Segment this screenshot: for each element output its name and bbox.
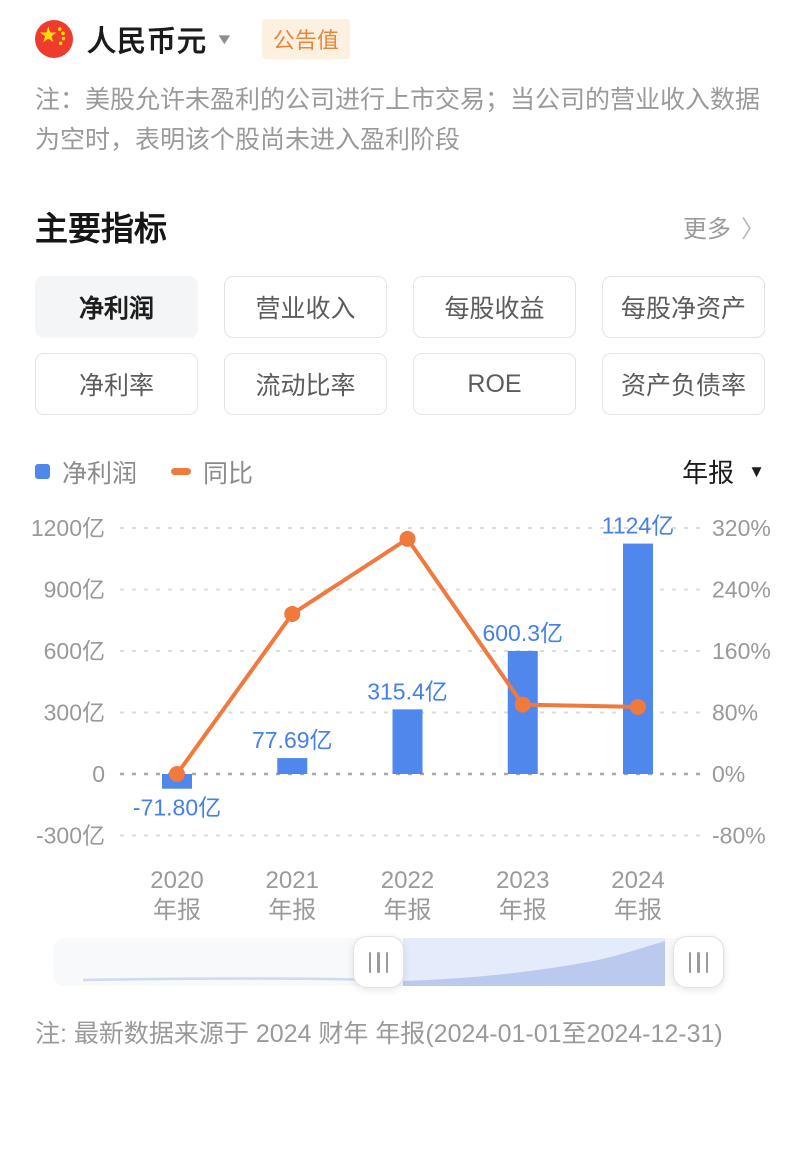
grip-icon [385,951,389,973]
more-label: 更多 [683,215,731,243]
metric-button-debt-ratio[interactable]: 资产负债率 [602,353,765,415]
chevron-right-icon: 〉 [741,215,765,243]
metric-button-bvps[interactable]: 每股净资产 [602,276,765,338]
right-axis-tick: 80% [712,700,758,726]
x-axis-period-label: 年报 [614,897,662,924]
bar-2022 [392,709,423,774]
left-axis-tick: 900亿 [44,577,105,603]
grip-icon [377,951,380,973]
right-axis-tick: 320% [712,515,771,541]
bar-value-label: -71.80亿 [133,795,221,821]
metric-button-net-profit[interactable]: 净利润 [35,276,198,338]
x-axis-year-label: 2023 [496,867,549,894]
right-axis-tick: 240% [712,577,771,603]
metric-buttons-grid: 净利润 营业收入 每股收益 每股净资产净利率 流动比率 ROE 资产负债率 [35,276,765,415]
left-axis-tick: 300亿 [44,700,105,726]
section-header: 主要指标 更多 〉 [35,202,765,250]
chart-zoom-slider[interactable] [53,936,725,988]
bar-value-label: 77.69亿 [252,727,333,753]
data-source-note: 注: 最新数据来源于 2024 财年 年报(2024-01-01至2024-12… [35,1020,723,1048]
metric-button-roe[interactable]: ROE [413,353,576,415]
chart-legend-row: 净利润 同比 年报 ▼ [35,453,765,490]
announced-value-badge: 公告值 [261,19,350,59]
currency-title[interactable]: 人民币元 [87,26,208,58]
x-axis-period-label: 年报 [499,897,547,924]
zoom-selected-area-icon [403,941,665,986]
legend-bar-label: 净利润 [62,459,138,488]
zoom-selected-range[interactable] [403,938,665,986]
net-profit-chart[interactable]: 1200亿 320% 900亿 240% 600亿 160% 300亿 80% 0 0% -300亿… [0,506,800,926]
bar-value-label: 1124亿 [602,513,674,539]
chart-canvas: 1200亿 320% 900亿 240% 600亿 160% 300亿 80% 0 0% -300亿… [31,513,771,924]
legend-item-net-profit: 净利润 [35,454,137,490]
bar-2024 [623,543,653,774]
legend-line-label: 同比 [203,459,254,488]
right-axis-tick: 160% [712,638,771,664]
yoy-point-2020 [169,766,185,782]
currency-dropdown-caret-icon[interactable]: ▼ [214,30,235,48]
yoy-point-2022 [399,530,416,547]
left-axis-tick: -300亿 [36,823,105,849]
report-period-value: 年报 [682,458,735,488]
left-axis-tick: 0 [92,761,105,787]
zoom-minimap-chart [82,977,402,982]
section-title: 主要指标 [35,210,167,247]
bar-series-swatch-icon [35,464,50,479]
x-axis-period-label: 年报 [384,897,432,924]
x-axis-year-label: 2021 [266,867,319,894]
left-axis-tick: 600亿 [44,638,105,664]
metric-button-revenue[interactable]: 营业收入 [224,276,387,338]
x-axis-year-label: 2024 [611,867,664,894]
x-axis-year-label: 2020 [150,867,203,894]
yoy-point-2024 [630,698,646,715]
china-flag-icon [35,20,73,58]
yoy-point-2021 [284,605,301,622]
report-period-selector[interactable]: 年报 ▼ [682,453,765,490]
grip-icon [705,951,709,973]
legend-item-yoy: 同比 [171,454,253,490]
right-axis-tick: -80% [712,823,766,849]
more-link[interactable]: 更多 〉 [683,209,765,244]
grip-icon [697,951,700,973]
yoy-point-2023 [514,696,531,713]
grip-icon [688,951,692,973]
right-axis-tick: 0% [712,761,745,787]
x-axis-year-label: 2022 [381,867,434,894]
line-series-swatch-icon [171,468,192,475]
bar-value-label: 315.4亿 [367,678,448,704]
stock-metrics-page: 人民币元 ▼ 公告值 注：美股允许未盈利的公司进行上市交易；当公司的营业收入数据… [0,18,800,1055]
zoom-handle-right[interactable] [673,936,724,988]
market-note-text: 注：美股允许未盈利的公司进行上市交易；当公司的营业收入数据为空时，表明该个股尚未… [35,86,761,154]
x-axis-period-label: 年报 [268,897,316,924]
grip-icon [368,951,372,973]
bar-value-label: 600.3亿 [482,620,563,646]
currency-header: 人民币元 ▼ 公告值 [35,18,765,60]
metric-button-eps[interactable]: 每股收益 [413,276,576,338]
x-axis-period-label: 年报 [153,897,201,924]
metric-button-net-margin[interactable]: 净利率 [35,353,198,415]
left-axis-tick: 1200亿 [31,515,105,541]
bar-2021 [277,758,308,774]
chevron-down-icon: ▼ [748,461,765,481]
zoom-handle-left[interactable] [353,936,404,988]
metric-button-current-ratio[interactable]: 流动比率 [224,353,387,415]
